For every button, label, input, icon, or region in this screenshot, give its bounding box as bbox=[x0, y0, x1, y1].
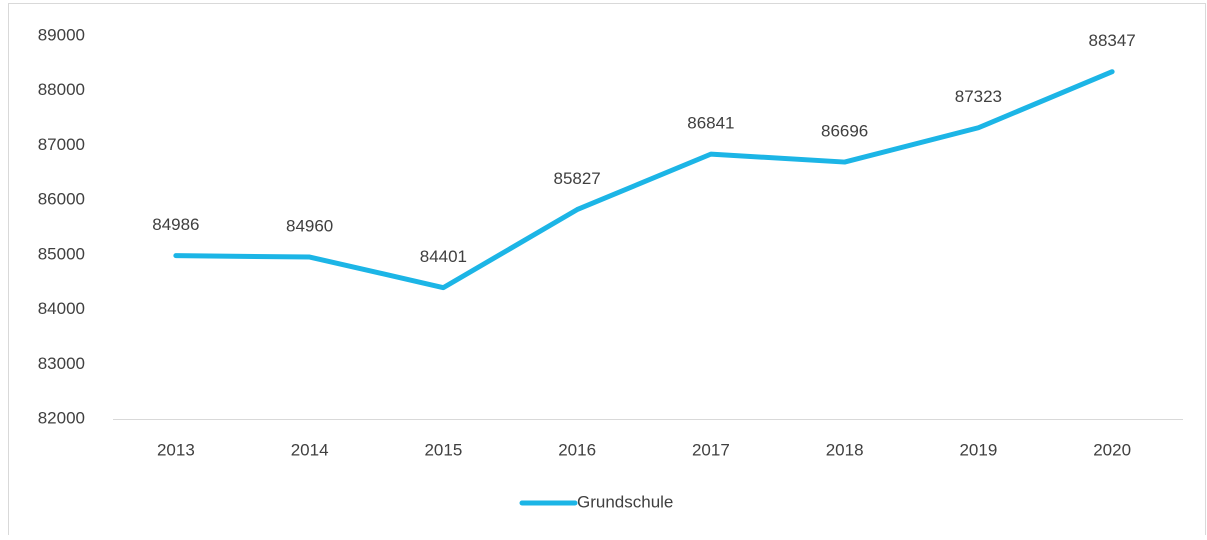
data-label: 86696 bbox=[821, 122, 868, 141]
data-label: 84401 bbox=[420, 247, 467, 266]
x-tick-label: 2019 bbox=[959, 440, 997, 459]
data-label: 85827 bbox=[553, 169, 600, 188]
x-tick-label: 2015 bbox=[424, 440, 462, 459]
y-tick-label: 84000 bbox=[38, 299, 85, 318]
x-tick-label: 2018 bbox=[826, 440, 864, 459]
data-label: 84960 bbox=[286, 217, 333, 236]
y-tick-label: 87000 bbox=[38, 135, 85, 154]
data-label: 87323 bbox=[955, 87, 1002, 106]
x-tick-label: 2017 bbox=[692, 440, 730, 459]
data-label: 86841 bbox=[687, 114, 734, 133]
data-label: 88347 bbox=[1088, 31, 1135, 50]
y-tick-label: 89000 bbox=[38, 25, 85, 44]
x-tick-label: 2020 bbox=[1093, 440, 1131, 459]
x-tick-label: 2016 bbox=[558, 440, 596, 459]
legend-label: Grundschule bbox=[577, 492, 673, 511]
y-tick-label: 82000 bbox=[38, 408, 85, 427]
data-label: 84986 bbox=[152, 215, 199, 234]
y-tick-label: 85000 bbox=[38, 244, 85, 263]
chart-frame bbox=[8, 3, 1206, 540]
y-tick-label: 86000 bbox=[38, 190, 85, 209]
y-tick-label: 88000 bbox=[38, 80, 85, 99]
data-line bbox=[173, 69, 1115, 291]
y-tick-label: 83000 bbox=[38, 354, 85, 373]
x-tick-label: 2013 bbox=[157, 440, 195, 459]
x-tick-label: 2014 bbox=[291, 440, 329, 459]
